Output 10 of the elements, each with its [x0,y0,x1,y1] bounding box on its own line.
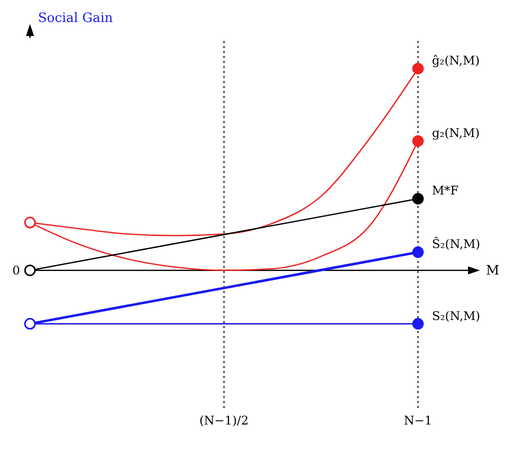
y-axis-title: Social Gain [38,11,114,26]
series-label: g₂(N,M) [432,126,480,140]
series-label: M*F [432,184,459,198]
series-label: ĝ₂(N,M) [432,54,480,68]
x-tick-label: (N−1)/2 [199,414,249,428]
series-label: Ŝ₂(N,M) [432,236,480,252]
series-label: S₂(N,M) [432,308,480,323]
x-tick-label: N−1 [404,414,432,428]
x-axis-title: M [486,263,500,278]
text: 0 [12,263,20,278]
